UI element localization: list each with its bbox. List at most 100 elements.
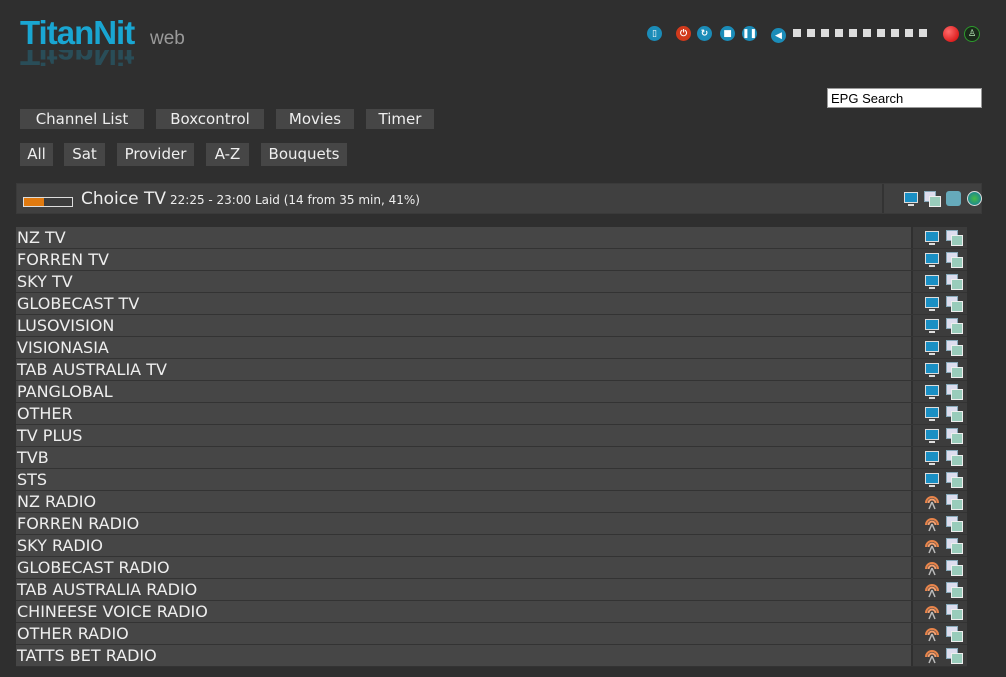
volume-step[interactable] (821, 29, 829, 37)
bouquet-name[interactable]: SKY TV (16, 271, 912, 292)
epg-icon[interactable] (946, 274, 964, 290)
bouquet-name[interactable]: FORREN RADIO (16, 513, 912, 534)
bouquet-name[interactable]: TAB AUSTRALIA TV (16, 359, 912, 380)
bouquet-name[interactable]: LUSOVISION (16, 315, 912, 336)
bouquet-row: STS (16, 469, 967, 491)
tv-icon[interactable] (925, 341, 940, 355)
radio-icon[interactable] (924, 582, 940, 598)
record-icon[interactable] (943, 26, 959, 42)
bouquet-name[interactable]: TATTS BET RADIO (16, 645, 912, 666)
epg-icon[interactable] (946, 318, 964, 334)
filter-sat[interactable]: Sat (64, 143, 105, 166)
volume-step[interactable] (905, 29, 913, 37)
epg-icon[interactable] (946, 340, 964, 356)
radio-icon[interactable] (924, 560, 940, 576)
volume-step[interactable] (793, 29, 801, 37)
volume-step[interactable] (835, 29, 843, 37)
remote-icon[interactable]: ▯ (647, 26, 662, 41)
tv-icon[interactable] (925, 473, 940, 487)
current-channel-name[interactable]: Choice TV (81, 189, 166, 209)
bouquet-name[interactable]: PANGLOBAL (16, 381, 912, 402)
bouquet-name[interactable]: VISIONASIA (16, 337, 912, 358)
volume-step[interactable] (807, 29, 815, 37)
filter-bouquets[interactable]: Bouquets (261, 143, 347, 166)
tv-icon[interactable] (925, 407, 940, 421)
volume-icon[interactable]: ◀ (771, 28, 786, 43)
epg-icon[interactable] (946, 296, 964, 312)
bouquet-name[interactable]: GLOBECAST RADIO (16, 557, 912, 578)
record-file-icon[interactable] (946, 191, 961, 206)
epg-icon[interactable] (946, 450, 964, 466)
epg-icon[interactable] (946, 516, 964, 532)
bouquet-row: OTHER (16, 403, 967, 425)
radio-icon[interactable] (924, 604, 940, 620)
epg-icon[interactable] (946, 582, 964, 598)
epg-icon[interactable] (946, 428, 964, 444)
volume-step[interactable] (919, 29, 927, 37)
globe-icon[interactable] (967, 191, 982, 206)
epg-icon[interactable] (924, 191, 941, 207)
bouquet-row: NZ TV (16, 227, 967, 249)
bouquet-name[interactable]: TVB (16, 447, 912, 468)
radio-icon[interactable] (924, 494, 940, 510)
tv-icon[interactable] (925, 363, 940, 377)
bouquet-name[interactable]: STS (16, 469, 912, 490)
filter-a-z[interactable]: A-Z (206, 143, 249, 166)
tv-icon[interactable] (925, 297, 940, 311)
current-program-bar: Choice TV 22:25 - 23:00 Laid (14 from 35 … (16, 183, 982, 214)
epg-icon[interactable] (946, 560, 964, 576)
filter-provider[interactable]: Provider (117, 143, 194, 166)
filter-all[interactable]: All (20, 143, 53, 166)
volume-step[interactable] (877, 29, 885, 37)
tv-icon[interactable] (925, 451, 940, 465)
tv-icon[interactable] (925, 231, 940, 245)
tv-icon[interactable] (925, 319, 940, 333)
bouquet-name[interactable]: NZ TV (16, 227, 912, 248)
bouquet-row: OTHER RADIO (16, 623, 967, 645)
radio-icon[interactable] (924, 516, 940, 532)
bouquet-name[interactable]: SKY RADIO (16, 535, 912, 556)
bouquet-name[interactable]: CHINEESE VOICE RADIO (16, 601, 912, 622)
epg-icon[interactable] (946, 494, 964, 510)
volume-step[interactable] (849, 29, 857, 37)
epg-icon[interactable] (946, 538, 964, 554)
stop-icon[interactable]: ■ (720, 26, 735, 41)
epg-icon[interactable] (946, 648, 964, 664)
epg-icon[interactable] (946, 230, 964, 246)
bouquet-name[interactable]: TV PLUS (16, 425, 912, 446)
bouquet-name[interactable]: GLOBECAST TV (16, 293, 912, 314)
tv-icon[interactable] (904, 192, 918, 206)
power-icon[interactable]: ⏻ (676, 26, 691, 41)
radio-icon[interactable] (924, 538, 940, 554)
epg-search-input[interactable] (827, 88, 982, 108)
pause-icon[interactable]: ❚❚ (742, 26, 757, 41)
epg-icon[interactable] (946, 362, 964, 378)
bouquet-list: NZ TV FORREN TV SKY TV GLOBECAST TV LUSOVISI… (16, 227, 967, 667)
epg-icon[interactable] (946, 252, 964, 268)
menu-channel-list[interactable]: Channel List (20, 109, 144, 129)
tv-icon[interactable] (925, 275, 940, 289)
epg-icon[interactable] (946, 384, 964, 400)
epg-icon[interactable] (946, 406, 964, 422)
epg-icon[interactable] (946, 472, 964, 488)
epg-icon[interactable] (946, 604, 964, 620)
bouquet-name[interactable]: TAB AUSTRALIA RADIO (16, 579, 912, 600)
bouquet-name[interactable]: OTHER (16, 403, 912, 424)
tv-icon[interactable] (925, 385, 940, 399)
tv-icon[interactable] (925, 253, 940, 267)
volume-step[interactable] (891, 29, 899, 37)
bouquet-name[interactable]: OTHER RADIO (16, 623, 912, 644)
volume-step[interactable] (863, 29, 871, 37)
restart-icon[interactable]: ↻ (697, 26, 712, 41)
bouquet-name[interactable]: FORREN TV (16, 249, 912, 270)
signal-icon[interactable]: ♙ (964, 26, 980, 42)
menu-timer[interactable]: Timer (366, 109, 434, 129)
radio-icon[interactable] (924, 648, 940, 664)
radio-icon[interactable] (924, 626, 940, 642)
menu-boxcontrol[interactable]: Boxcontrol (156, 109, 264, 129)
bouquet-name[interactable]: NZ RADIO (16, 491, 912, 512)
bouquet-row: TV PLUS (16, 425, 967, 447)
tv-icon[interactable] (925, 429, 940, 443)
epg-icon[interactable] (946, 626, 964, 642)
menu-movies[interactable]: Movies (276, 109, 354, 129)
